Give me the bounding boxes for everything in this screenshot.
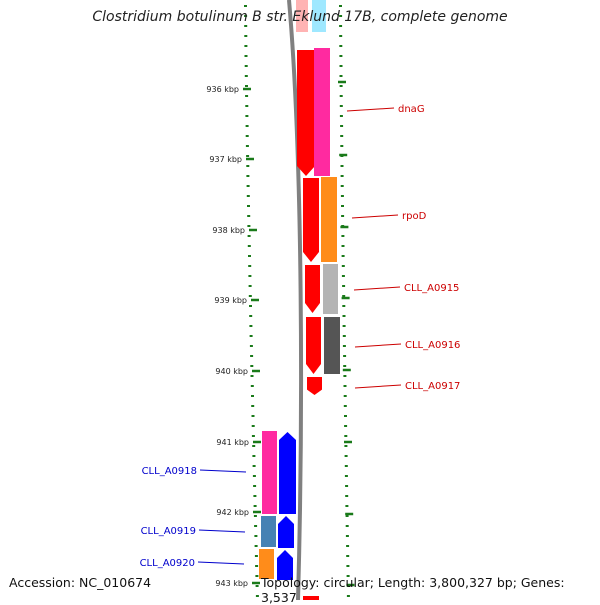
backbone-line (287, 0, 304, 600)
cds-arrow (307, 377, 322, 395)
label-leader-line (354, 343, 402, 348)
ruler-tick-label: 937 kbp (209, 155, 242, 164)
ruler-tick-label: 941 kbp (216, 438, 249, 447)
gene-CLL_A0918 (262, 431, 277, 514)
gene-CLL_A0915 (323, 264, 338, 314)
ruler-tick-label: 942 kbp (216, 508, 249, 517)
label-leader-line (354, 384, 402, 389)
gene-block-partial (312, 0, 326, 32)
cds-arrow (303, 178, 319, 262)
label-leader-line (199, 469, 247, 473)
ruler-tick-label: 939 kbp (214, 296, 247, 305)
accession-text: Accession: NC_010674 (9, 575, 152, 590)
gene-label-dnaG: dnaG (398, 104, 425, 115)
ruler-tick-label: 938 kbp (212, 226, 245, 235)
gene-CLL_A0916 (324, 317, 340, 374)
dotted-track-left (244, 5, 259, 597)
gene-block-partial (296, 0, 308, 32)
label-leader-line (351, 214, 399, 219)
ruler-tick-label: 936 kbp (206, 85, 239, 94)
ruler-tick-label: 940 kbp (215, 367, 248, 376)
gene-dnaG (314, 48, 330, 176)
label-leader-line (198, 529, 246, 533)
gene-label-CLL_A0916: CLL_A0916 (405, 340, 460, 351)
label-leader-line (197, 561, 245, 565)
ruler-tick-label: 943 kbp (215, 579, 248, 588)
cds-arrow (297, 50, 315, 176)
gene-CLL_A0919 (261, 516, 276, 547)
gene-label-rpoD: rpoD (402, 211, 427, 222)
gene-label-CLL_A0919: CLL_A0919 (141, 526, 196, 537)
label-leader-line (353, 286, 401, 291)
cds-arrow (303, 596, 319, 600)
cds-arrow (306, 317, 321, 374)
gene-CLL_A0920 (259, 549, 274, 579)
gene-label-CLL_A0920: CLL_A0920 (140, 558, 195, 569)
gene-label-CLL_A0917: CLL_A0917 (405, 381, 460, 392)
topology-text: Topology: circular; Length: 3,800,327 bp… (261, 575, 565, 605)
cds-arrow-reverse (279, 432, 296, 514)
label-leader-line (346, 107, 395, 112)
genome-title: Clostridium botulinum B str. Eklund 17B,… (92, 9, 508, 25)
gene-rpoD (321, 177, 337, 262)
cds-arrow-reverse (277, 550, 293, 580)
cds-arrow-reverse (278, 516, 294, 548)
gene-label-CLL_A0915: CLL_A0915 (404, 283, 459, 294)
dotted-track-right (339, 5, 350, 597)
cds-arrow (305, 265, 320, 313)
gene-label-CLL_A0918: CLL_A0918 (142, 466, 197, 477)
